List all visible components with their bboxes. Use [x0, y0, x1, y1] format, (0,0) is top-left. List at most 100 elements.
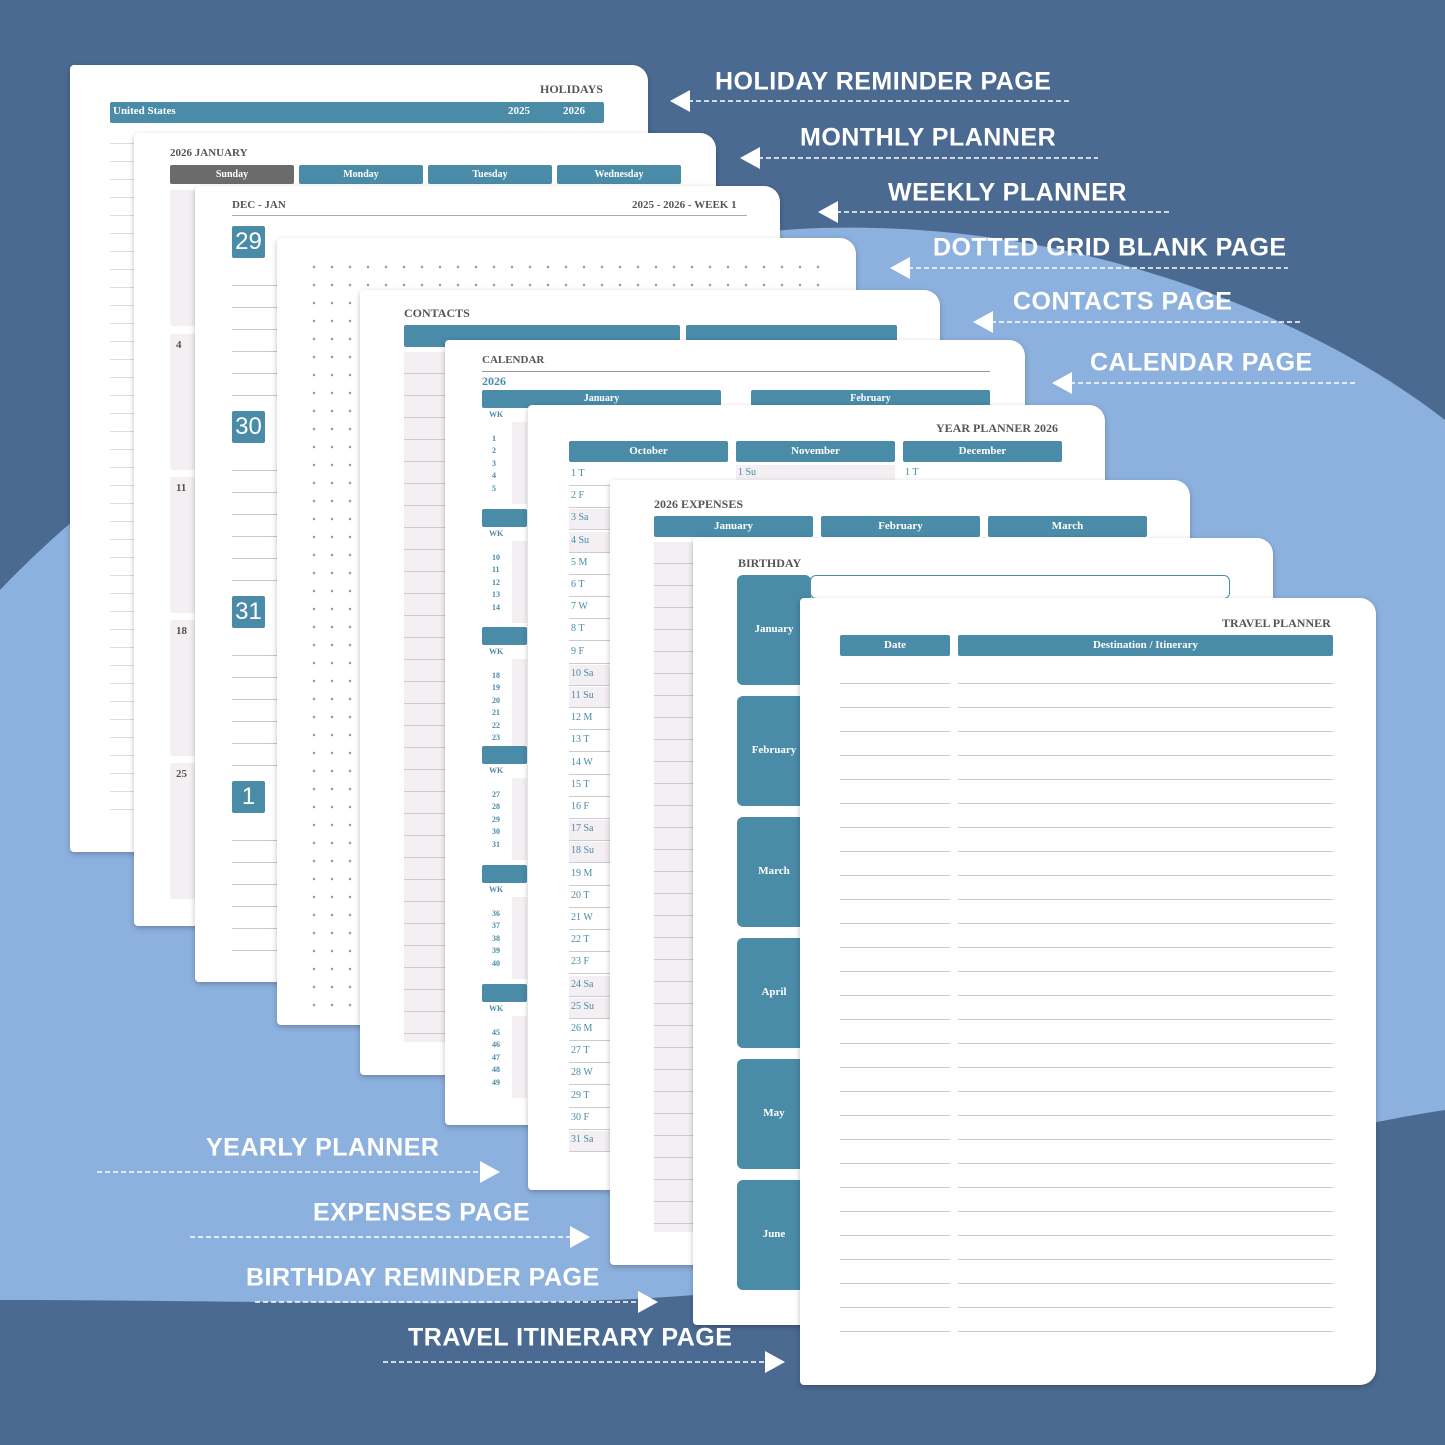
week-number: 2 [492, 446, 496, 456]
travel-rows [840, 660, 950, 1350]
week-number: 40 [492, 958, 500, 968]
day-row [569, 531, 610, 553]
day-row [569, 687, 610, 708]
week-shade [512, 422, 527, 504]
wk-header: WK [489, 647, 504, 656]
week-number: 28 [492, 802, 500, 812]
day-row [569, 1064, 610, 1086]
week-number: 30 [492, 827, 500, 837]
day-row [569, 754, 610, 775]
year: 2026 [563, 105, 585, 117]
month-bar [482, 746, 527, 764]
callout-label: HOLIDAY REMINDER PAGE [715, 67, 1052, 96]
callout-label: WEEKLY PLANNER [888, 178, 1127, 207]
day: 6 T [571, 579, 585, 590]
week-number: 27 [492, 790, 500, 799]
callout-label: MONTHLY PLANNER [800, 123, 1057, 152]
callout-label: YEARLY PLANNER [206, 1133, 440, 1162]
month-bar: February [821, 516, 980, 537]
day: 14 W [571, 756, 593, 768]
day-badge: 29 [232, 226, 265, 258]
callout-label: DOTTED GRID BLANK PAGE [933, 233, 1287, 262]
day-cell [170, 620, 198, 756]
month-bar: December [903, 441, 1062, 462]
day: 29 T [571, 1089, 590, 1101]
week-number: 37 [492, 921, 500, 931]
day-row [569, 576, 610, 597]
day: 30 F [571, 1111, 590, 1123]
week-shade [512, 541, 527, 623]
wk-header: WK [489, 766, 504, 775]
day: 26 M [571, 1023, 593, 1034]
week-number: 31 [492, 839, 500, 849]
day: 21 W [571, 912, 593, 923]
day-row [569, 620, 610, 642]
callout-label: EXPENSES PAGE [313, 1198, 531, 1227]
day: 18 Su [571, 845, 595, 857]
day-row [569, 709, 610, 731]
day-row [569, 931, 610, 953]
day-row [569, 887, 610, 908]
month-bar [482, 627, 527, 645]
day: 1 Su [738, 467, 757, 478]
month-block [737, 575, 811, 685]
day: 1 T [905, 467, 919, 478]
week-number: 48 [492, 1065, 500, 1075]
page-title: 2026 EXPENSES [654, 497, 744, 511]
day-rows [232, 634, 277, 774]
day-row [569, 598, 610, 620]
callout-label: CONTACTS PAGE [1013, 287, 1233, 316]
week-number: 1 [492, 434, 496, 443]
month-label: June [762, 1228, 786, 1240]
week-shade [512, 1016, 527, 1098]
week-number: 22 [492, 720, 500, 730]
week-number: 12 [492, 577, 500, 587]
month-bar: March [988, 516, 1147, 537]
day-row [569, 465, 610, 486]
day: 16 F [571, 801, 590, 812]
week-number: 36 [492, 909, 500, 918]
expense-rows [654, 542, 699, 1232]
year: 2026 [482, 374, 506, 388]
month-bar [482, 984, 527, 1002]
day-row [569, 509, 610, 531]
day-row [569, 1131, 610, 1152]
day-cell [170, 334, 198, 470]
week-number: 49 [492, 1077, 500, 1087]
week-number: 21 [492, 708, 500, 718]
day-header: Tuesday [428, 165, 552, 184]
header-bar [110, 102, 604, 123]
day: 2 F [571, 490, 585, 502]
day: 12 M [571, 712, 593, 724]
day-row [736, 465, 895, 481]
wk-header: WK [489, 529, 504, 538]
week-title: 2025 - 2026 - WEEK 1 [632, 199, 737, 211]
date: 11 [176, 482, 187, 494]
day: 28 W [571, 1067, 593, 1079]
week-number: 4 [492, 471, 496, 481]
day-row [569, 554, 610, 575]
day-row [569, 820, 610, 842]
day-row [569, 1042, 610, 1064]
month-label: May [763, 1107, 785, 1119]
day: 31 Sa [571, 1134, 594, 1145]
day: 11 Su [571, 690, 594, 701]
day: 8 T [571, 623, 585, 635]
day-rows [232, 264, 277, 404]
day-badge: 30 [232, 411, 265, 443]
day-row [569, 842, 610, 864]
week-shade [512, 778, 527, 860]
week-number: 29 [492, 814, 500, 824]
month-label: January [754, 623, 794, 635]
week-number: 45 [492, 1028, 500, 1037]
week-number: 14 [492, 602, 500, 612]
week-shade [512, 897, 527, 979]
week-number: 19 [492, 683, 500, 693]
month-frame [810, 575, 1230, 599]
col-header: Date [840, 635, 950, 656]
month-label: February [751, 744, 797, 756]
day: 17 Sa [571, 823, 594, 835]
page-title: CALENDAR [482, 354, 545, 366]
day-row [569, 953, 610, 975]
